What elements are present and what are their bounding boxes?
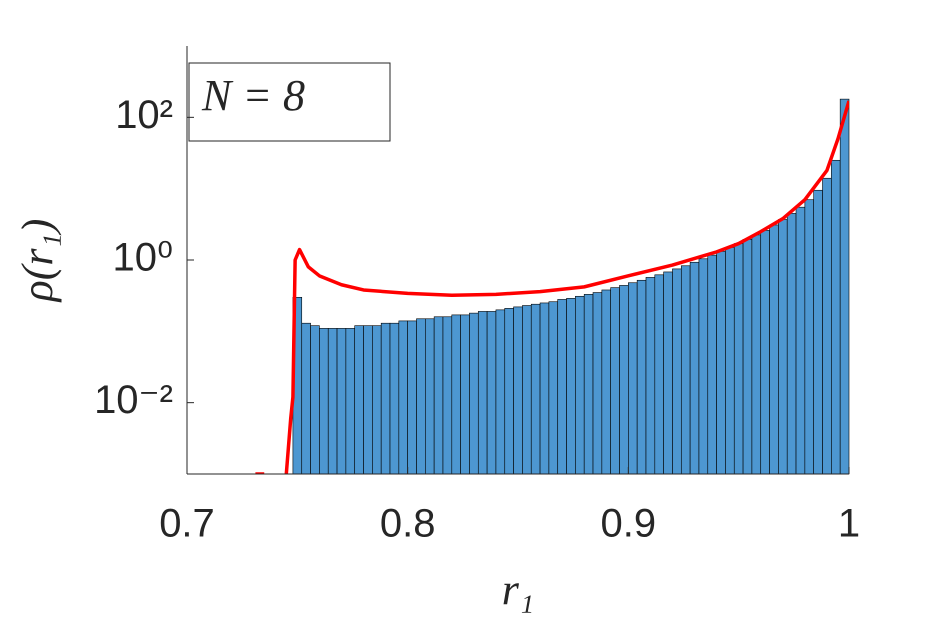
bar [795, 206, 806, 475]
bar [619, 285, 629, 475]
annotation: N = 8 [201, 71, 305, 120]
x-tick-label: 0.9 [601, 502, 657, 546]
curve [255, 100, 849, 474]
bar [680, 265, 691, 475]
bar [548, 301, 559, 475]
bar [372, 325, 382, 475]
plot-area [255, 98, 850, 475]
y-tick-label: 10⁰ [112, 236, 173, 280]
bar [831, 159, 841, 475]
bar [583, 294, 594, 475]
bar [804, 199, 814, 475]
y-tick-label: 10² [115, 93, 173, 137]
bar [504, 308, 514, 475]
bar [645, 277, 656, 475]
bar [672, 268, 682, 475]
bar [327, 328, 338, 475]
bar [689, 261, 700, 475]
bar [778, 219, 788, 475]
bar [522, 305, 532, 475]
bar [380, 322, 391, 475]
bar [601, 289, 611, 475]
bar [301, 322, 311, 475]
bar [345, 328, 356, 475]
bar [716, 251, 726, 475]
bar [513, 306, 523, 475]
bar [839, 98, 850, 475]
bar [398, 320, 408, 475]
bar [310, 325, 320, 475]
bar [530, 303, 541, 475]
bar [407, 320, 417, 475]
bar [663, 271, 673, 475]
bar [469, 312, 479, 475]
y-axis-label: ρ(r₁) [13, 219, 62, 304]
bar [575, 295, 585, 475]
bar [416, 318, 426, 475]
bar [477, 311, 488, 475]
bar [389, 322, 400, 475]
bar [760, 230, 770, 475]
bar [592, 292, 603, 475]
x-axis-label: r₁ [502, 565, 534, 614]
bar [354, 325, 364, 475]
bar [725, 247, 735, 475]
bar [442, 316, 453, 475]
bar [460, 314, 470, 475]
bar [786, 213, 797, 475]
bar [636, 279, 647, 475]
bar [813, 189, 823, 475]
x-tick-label: 0.7 [159, 502, 215, 546]
bar [336, 328, 347, 475]
bar [769, 224, 779, 475]
x-tick-label: 1 [838, 502, 860, 546]
bar [319, 328, 329, 475]
bar [733, 243, 744, 475]
bar [451, 314, 461, 475]
bar [495, 309, 506, 475]
bar [707, 254, 717, 475]
annotation-box [188, 62, 391, 142]
bar [486, 311, 497, 475]
bar [698, 258, 709, 475]
bar [363, 325, 373, 475]
bar [751, 234, 762, 475]
bar [557, 299, 567, 475]
bar [425, 318, 435, 475]
bar [628, 282, 638, 475]
bar [566, 298, 576, 475]
bar [610, 287, 620, 475]
y-tick-label: 10⁻² [94, 378, 173, 422]
bar [539, 302, 550, 475]
x-tick-label: 0.8 [380, 502, 436, 546]
bar [433, 316, 444, 475]
bar [742, 239, 753, 475]
bar [822, 177, 832, 475]
bar [654, 274, 664, 475]
